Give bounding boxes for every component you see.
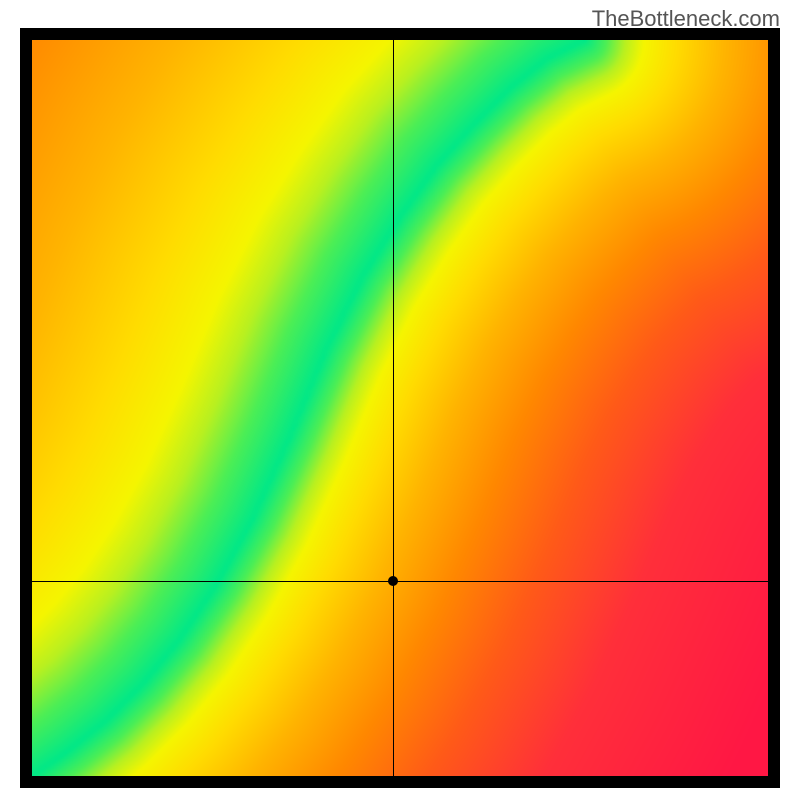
crosshair-marker [388,576,398,586]
watermark-text: TheBottleneck.com [592,6,780,32]
crosshair-vertical [393,40,394,776]
heatmap-canvas [32,40,768,776]
plot-area [32,40,768,776]
plot-frame [20,28,780,788]
root-container: TheBottleneck.com [0,0,800,800]
crosshair-horizontal [32,581,768,582]
